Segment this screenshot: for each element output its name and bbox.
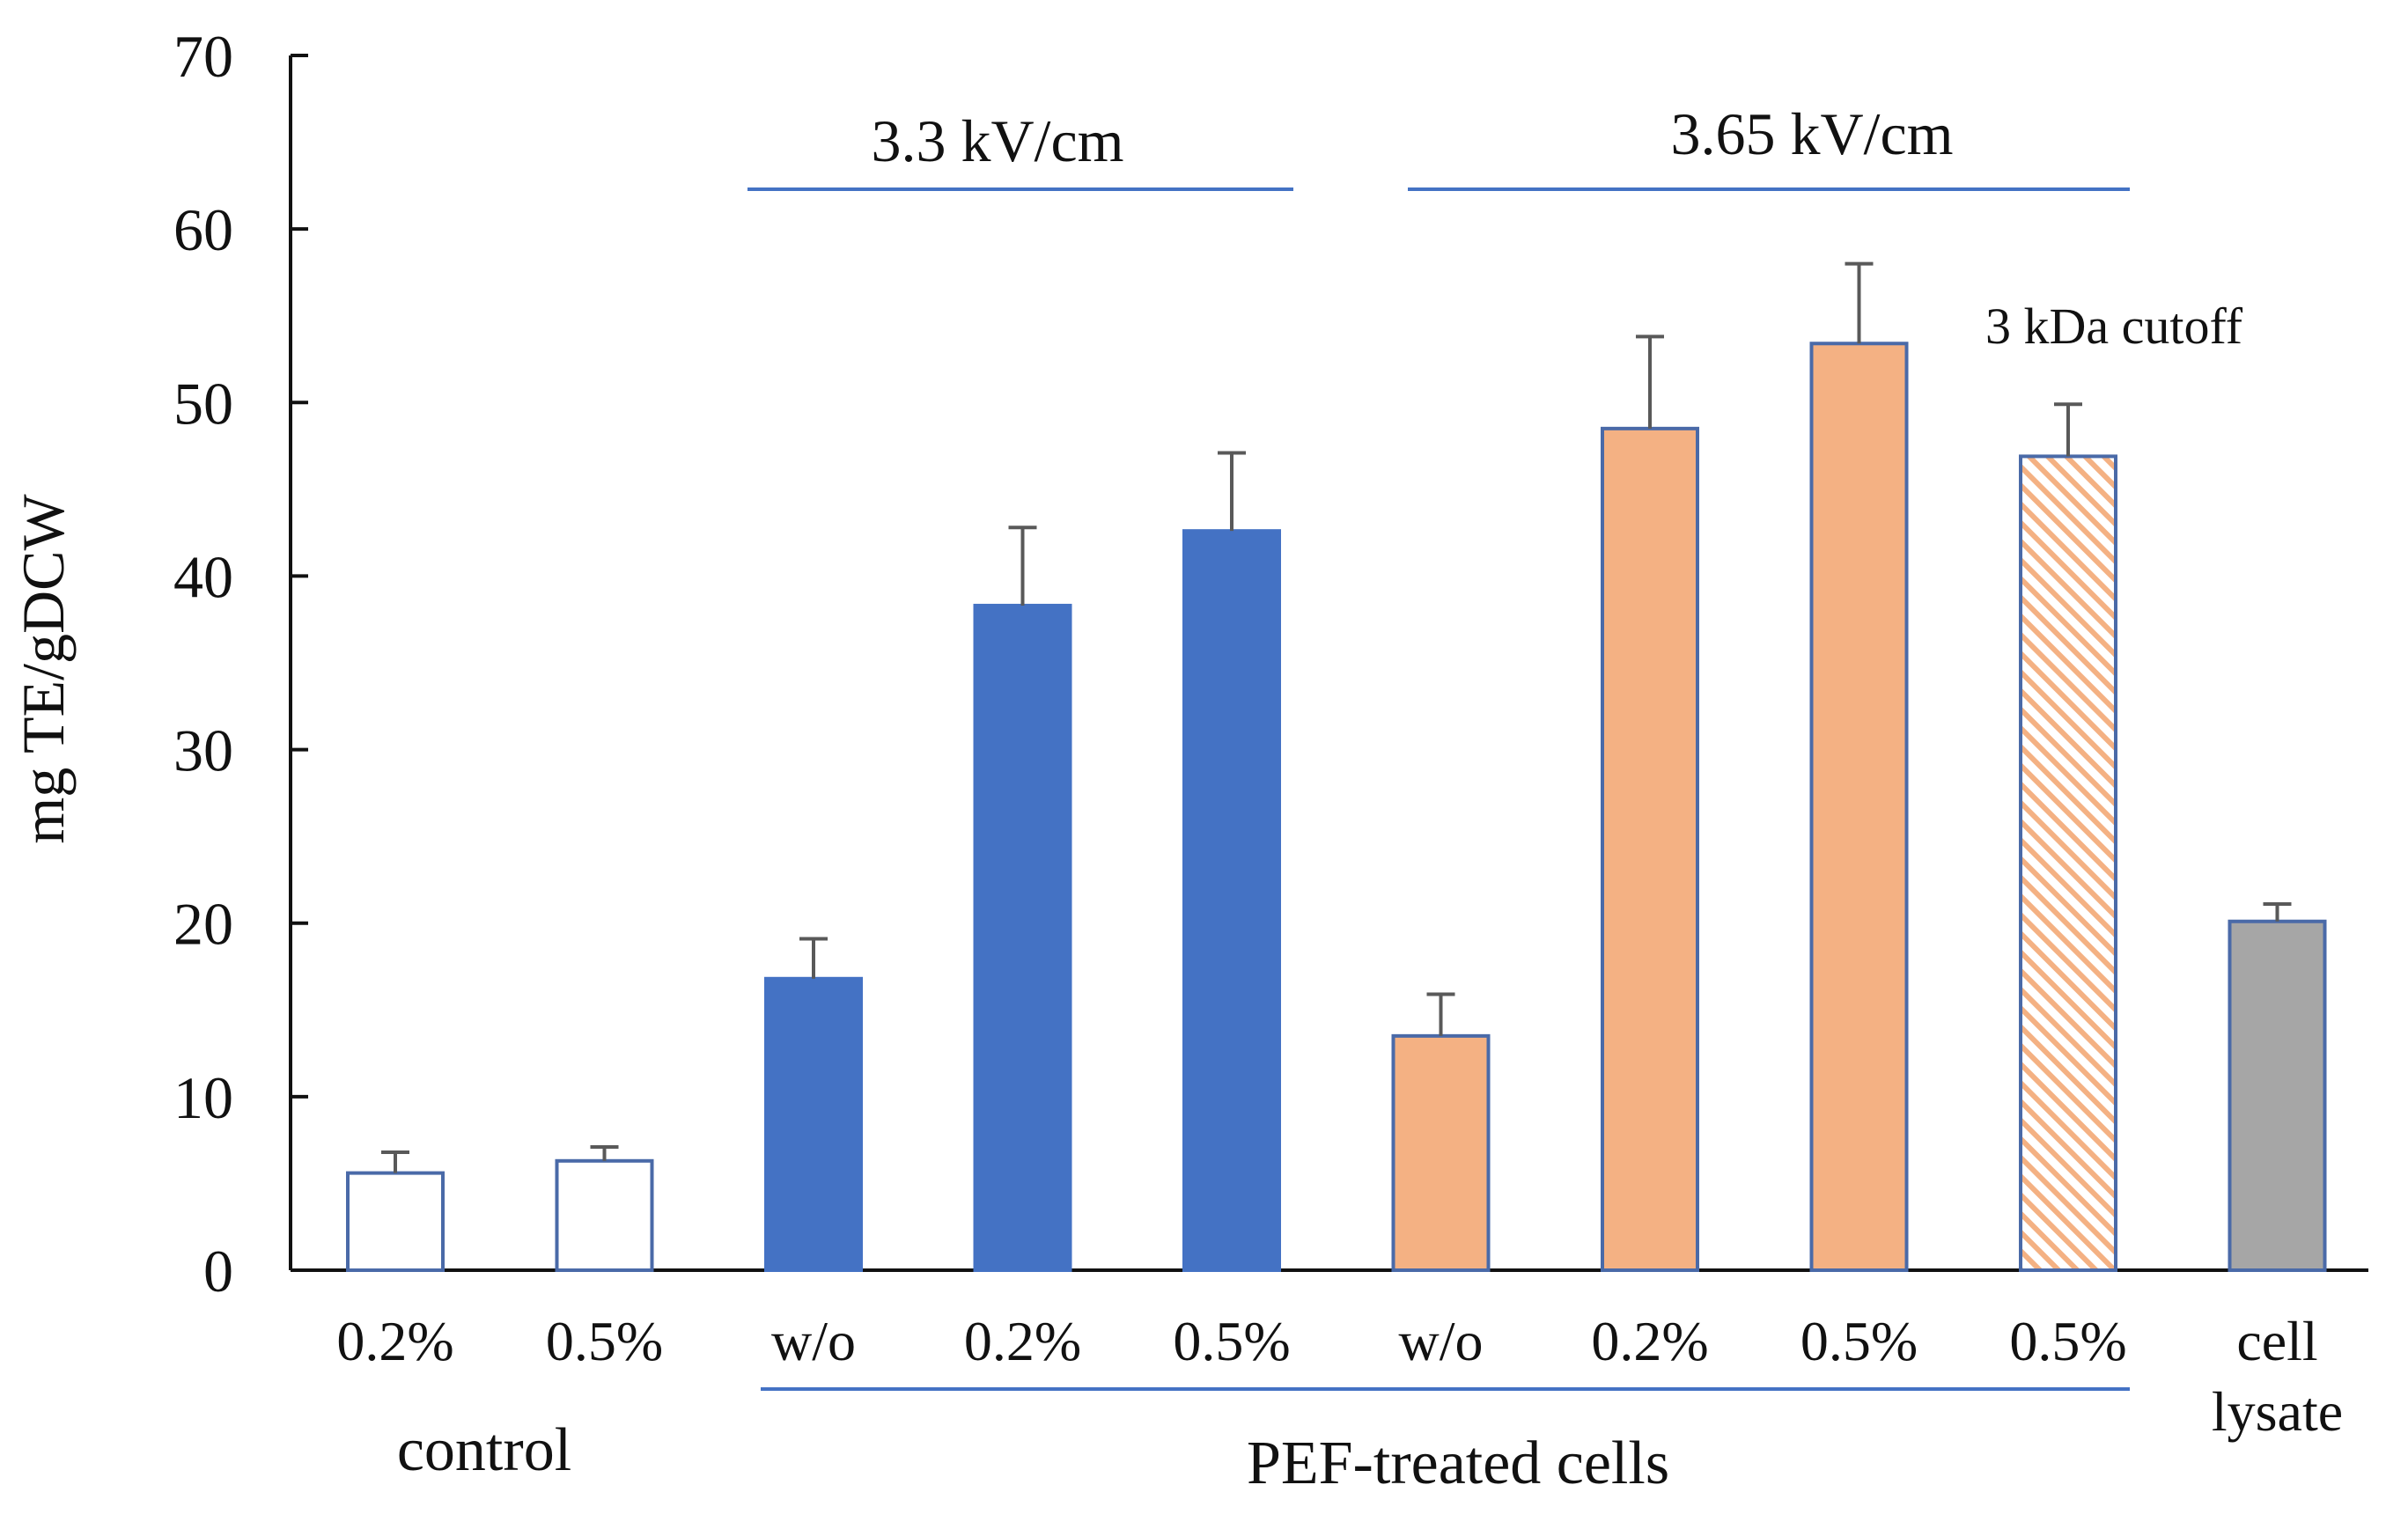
bar: [555, 1158, 654, 1273]
x-tick-label: 0.2%: [336, 1310, 453, 1372]
annotation-3kda-cutoff: 3 kDa cutoff: [1985, 298, 2243, 355]
bar: [1182, 529, 1281, 1272]
y-tick-label: 40: [173, 543, 233, 610]
y-tick-label: 70: [173, 23, 233, 90]
x-tick-label: 0.5%: [546, 1310, 663, 1372]
group-label-pef-treated: PEF-treated cells: [1247, 1430, 1669, 1497]
y-tick-label: 30: [173, 717, 233, 784]
group-label-control: control: [397, 1416, 571, 1484]
bar: [973, 603, 1072, 1272]
bar: [2019, 454, 2117, 1272]
bars: [346, 342, 2327, 1273]
x-tick-label: cell lysate: [2212, 1310, 2343, 1443]
x-tick-label: 0.5%: [2009, 1310, 2126, 1372]
x-tick-label: 0.2%: [1591, 1310, 1708, 1372]
group-label-3-65-kv: 3.65 kV/cm: [1670, 100, 1953, 167]
bar: [346, 1171, 445, 1272]
x-tick-label: w/o: [1399, 1310, 1484, 1372]
x-tick-label: 0.5%: [1800, 1310, 1918, 1372]
y-tick-label: 60: [173, 196, 233, 263]
y-tick-label: 0: [203, 1238, 233, 1305]
group-label-3-3-kv: 3.3 kV/cm: [871, 107, 1123, 174]
bar: [1809, 342, 1909, 1272]
x-tick-label: 0.2%: [964, 1310, 1081, 1372]
y-tick-label: 50: [173, 370, 233, 437]
bar: [1601, 426, 1699, 1273]
x-tick-label: 0.5%: [1173, 1310, 1290, 1372]
y-tick-label: 20: [173, 891, 233, 958]
axes: 0 10 20 30 40 50 60 70 0.2% 0.5% w/o 0.2% 0.5% w/o 0.2…: [173, 23, 2368, 1443]
error-bars: [381, 261, 2292, 1173]
y-axis-label: mg TE/gDCW: [10, 494, 77, 844]
bar: [1391, 1033, 1491, 1273]
bar: [2228, 919, 2327, 1272]
bar: [764, 976, 863, 1273]
x-tick-label: w/o: [771, 1310, 856, 1372]
y-tick-label: 10: [173, 1064, 233, 1131]
